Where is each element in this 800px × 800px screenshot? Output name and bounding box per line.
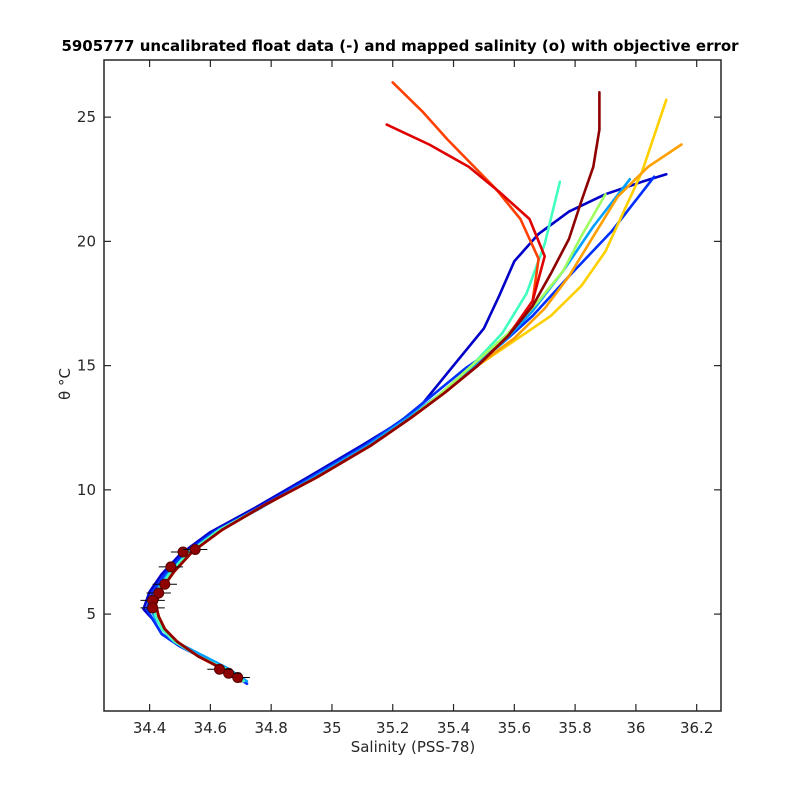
y-tick-label: 15 [77, 357, 96, 375]
x-tick-label: 35 [322, 719, 341, 737]
x-tick-label: 34.6 [194, 719, 227, 737]
series-line [154, 123, 547, 683]
y-tick-label: 5 [86, 605, 96, 623]
y-tick-label: 25 [77, 108, 96, 126]
series-line [151, 180, 562, 683]
series-line [154, 98, 668, 683]
y-tick-label: 20 [77, 232, 96, 250]
mapped-salinity-point [189, 543, 201, 555]
mapped-salinity-point [153, 587, 165, 599]
mapped-salinity-point [159, 578, 171, 590]
series-line [154, 91, 601, 683]
x-tick-label: 35.4 [437, 719, 470, 737]
plot-area [140, 81, 683, 686]
y-axis: 5 10 15 20 25 [77, 108, 721, 623]
series-line [154, 81, 540, 683]
x-tick-label: 36 [626, 719, 645, 737]
x-tick-label: 36.2 [680, 719, 713, 737]
x-axis: 34.4 34.6 34.8 35 35.2 35.4 35.6 35.8 36 36.2 [133, 60, 713, 737]
y-tick-label: 10 [77, 481, 96, 499]
plot-frame [103, 59, 722, 712]
mapped-salinity-point [223, 667, 235, 679]
mapped-salinity-point [213, 663, 225, 675]
chart-title: 5905777 uncalibrated float data (-) and … [61, 37, 739, 55]
mapped-salinity-point [165, 561, 177, 573]
series-line [148, 178, 632, 683]
mapped-salinity-point [177, 546, 189, 558]
x-tick-label: 35.2 [376, 719, 409, 737]
x-tick-label: 34.8 [254, 719, 287, 737]
mapped-salinity-point [147, 602, 159, 614]
series-line [142, 173, 668, 686]
y-axis-label: θ °C [56, 368, 74, 400]
x-tick-label: 34.4 [133, 719, 166, 737]
mapped-salinity-point [232, 671, 244, 683]
series-line [145, 175, 656, 686]
x-tick-label: 35.8 [558, 719, 591, 737]
x-tick-label: 35.6 [498, 719, 531, 737]
x-axis-label: Salinity (PSS-78) [351, 738, 476, 756]
